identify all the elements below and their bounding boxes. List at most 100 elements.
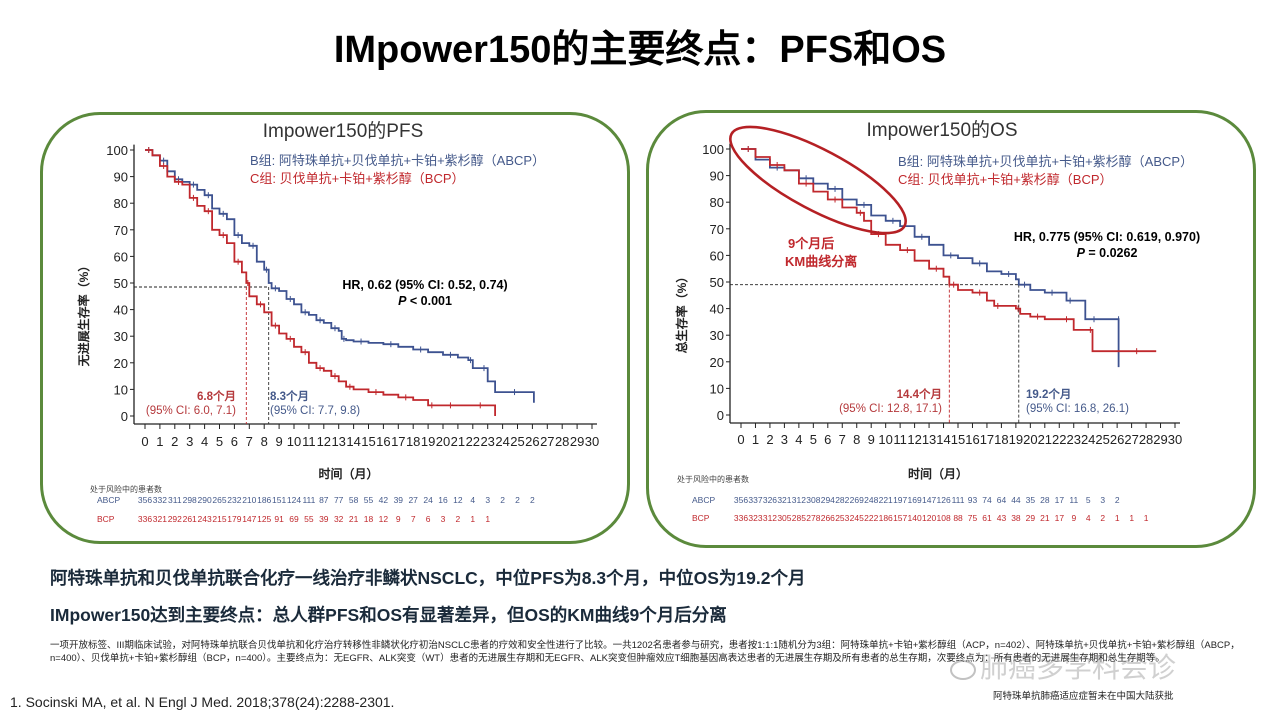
pfs-x-tick-label: 12 — [317, 434, 331, 449]
os-x-tick-label: 2 — [766, 432, 773, 447]
pfs-x-tick-label: 17 — [391, 434, 405, 449]
pfs-chart-title: Impower150的PFS — [263, 120, 424, 142]
os-risk-value-abcp: 126 — [936, 495, 950, 505]
os-separation-ellipse — [729, 125, 907, 235]
os-median-ci-bcp: (95% CI: 12.8, 17.1) — [839, 403, 942, 415]
pfs-x-tick-label: 19 — [421, 434, 435, 449]
os-legend-abcp: B组: 阿特珠单抗+贝伐单抗+卡铂+紫杉醇（ABCP） — [898, 154, 1193, 169]
os-y-tick-label: 30 — [710, 328, 724, 343]
os-x-tick-label: 3 — [781, 432, 788, 447]
os-x-tick-label: 22 — [1052, 432, 1066, 447]
pfs-risk-value-abcp: 298 — [183, 495, 197, 505]
os-risk-value-bcp: 61 — [982, 513, 992, 523]
pfs-risk-value-bcp: 18 — [364, 514, 374, 524]
os-risk-value-bcp: 1 — [1115, 513, 1120, 523]
os-x-tick-label: 9 — [868, 432, 875, 447]
pfs-y-tick-label: 60 — [114, 249, 128, 264]
os-x-tick-label: 0 — [737, 432, 744, 447]
os-x-tick-label: 20 — [1023, 432, 1037, 447]
pfs-hazard-ratio: HR, 0.62 (95% CI: 0.52, 0.74) — [342, 278, 507, 292]
os-risk-row-label-bcp: BCP — [692, 513, 710, 523]
pfs-risk-value-abcp: 58 — [349, 495, 359, 505]
os-risk-value-bcp: 108 — [936, 513, 950, 523]
summary-line-2: IMpower150达到主要终点：总人群PFS和OS有显著差异，但OS的KM曲线… — [50, 605, 727, 625]
os-risk-value-abcp: 74 — [982, 495, 992, 505]
os-x-tick-label: 18 — [994, 432, 1008, 447]
pfs-x-tick-label: 21 — [451, 434, 465, 449]
os-median-label-abcp: 19.2个月 — [1026, 387, 1071, 401]
os-x-tick-label: 8 — [853, 432, 860, 447]
os-x-tick-label: 15 — [951, 432, 965, 447]
pfs-risk-value-bcp: 21 — [349, 514, 359, 524]
watermark-text: 肺癌多学科会诊 — [980, 652, 1177, 683]
os-y-tick-label: 10 — [710, 381, 724, 396]
os-risk-value-bcp: 312 — [763, 513, 777, 523]
os-risk-value-abcp: 294 — [821, 495, 835, 505]
pfs-x-tick-label: 9 — [275, 434, 282, 449]
pfs-x-tick-label: 0 — [141, 434, 148, 449]
os-x-axis-label: 时间（月） — [908, 466, 968, 481]
os-x-tick-label: 25 — [1095, 432, 1109, 447]
pfs-risk-value-bcp: 32 — [334, 514, 344, 524]
pfs-risk-value-abcp: 151 — [272, 495, 286, 505]
pfs-x-tick-label: 7 — [246, 434, 253, 449]
os-legend-bcp: C组: 贝伐单抗+卡铂+紫杉醇（BCP） — [898, 172, 1113, 187]
os-chart-panel — [646, 110, 1256, 548]
os-risk-value-bcp: 9 — [1071, 513, 1076, 523]
pfs-risk-value-bcp: 336 — [138, 514, 152, 524]
pfs-risk-value-abcp: 27 — [408, 495, 418, 505]
os-risk-value-abcp: 35 — [1026, 495, 1036, 505]
os-y-tick-label: 50 — [710, 275, 724, 290]
os-risk-value-abcp: 269 — [850, 495, 864, 505]
os-risk-value-bcp: 4 — [1086, 513, 1091, 523]
pfs-x-tick-label: 24 — [495, 434, 509, 449]
pfs-y-tick-label: 80 — [114, 196, 128, 211]
pfs-y-tick-label: 30 — [114, 329, 128, 344]
pfs-risk-value-abcp: 77 — [334, 495, 344, 505]
os-risk-value-bcp: 323 — [748, 513, 762, 523]
os-risk-value-bcp: 21 — [1040, 513, 1050, 523]
pfs-risk-value-abcp: 124 — [287, 495, 301, 505]
pfs-risk-value-abcp: 87 — [319, 495, 329, 505]
os-risk-value-bcp: 88 — [953, 513, 963, 523]
pfs-risk-value-bcp: 179 — [227, 514, 241, 524]
pfs-x-tick-label: 1 — [156, 434, 163, 449]
pfs-y-tick-label: 90 — [114, 170, 128, 185]
pfs-x-tick-label: 28 — [555, 434, 569, 449]
os-risk-value-bcp: 29 — [1026, 513, 1036, 523]
os-risk-value-abcp: 3 — [1100, 495, 1105, 505]
os-risk-value-bcp: 75 — [968, 513, 978, 523]
os-x-tick-label: 29 — [1153, 432, 1167, 447]
pfs-risk-value-abcp: 232 — [227, 495, 241, 505]
pfs-y-tick-label: 50 — [114, 276, 128, 291]
pfs-risk-value-bcp: 125 — [257, 514, 271, 524]
pfs-y-tick-label: 20 — [114, 356, 128, 371]
os-risk-value-bcp: 266 — [821, 513, 835, 523]
chat-bubble-icon — [950, 659, 976, 680]
pfs-risk-value-abcp: 265 — [212, 495, 226, 505]
os-risk-value-bcp: 2 — [1100, 513, 1105, 523]
os-risk-value-bcp: 278 — [806, 513, 820, 523]
pfs-risk-value-abcp: 311 — [168, 495, 182, 505]
os-x-tick-label: 27 — [1124, 432, 1138, 447]
os-curve-abcp — [741, 148, 1120, 368]
pfs-x-tick-label: 22 — [466, 434, 480, 449]
os-x-tick-label: 13 — [922, 432, 936, 447]
pfs-risk-value-bcp: 7 — [411, 514, 416, 524]
pfs-median-ci-bcp: (95% CI: 6.0, 7.1) — [146, 405, 236, 417]
pfs-x-tick-label: 16 — [376, 434, 390, 449]
pfs-y-tick-label: 40 — [114, 303, 128, 318]
pfs-risk-value-abcp: 24 — [423, 495, 433, 505]
os-x-tick-label: 17 — [980, 432, 994, 447]
os-risk-value-abcp: 356 — [734, 495, 748, 505]
os-y-tick-label: 70 — [710, 222, 724, 237]
os-risk-value-bcp: 222 — [864, 513, 878, 523]
pfs-risk-value-bcp: 3 — [441, 514, 446, 524]
pfs-risk-value-bcp: 39 — [319, 514, 329, 524]
os-annotation-line2: KM曲线分离 — [785, 254, 857, 269]
os-annotation-line1: 9个月后 — [788, 236, 834, 251]
os-risk-value-abcp: 248 — [864, 495, 878, 505]
os-risk-value-bcp: 120 — [922, 513, 936, 523]
pfs-x-tick-label: 2 — [171, 434, 178, 449]
